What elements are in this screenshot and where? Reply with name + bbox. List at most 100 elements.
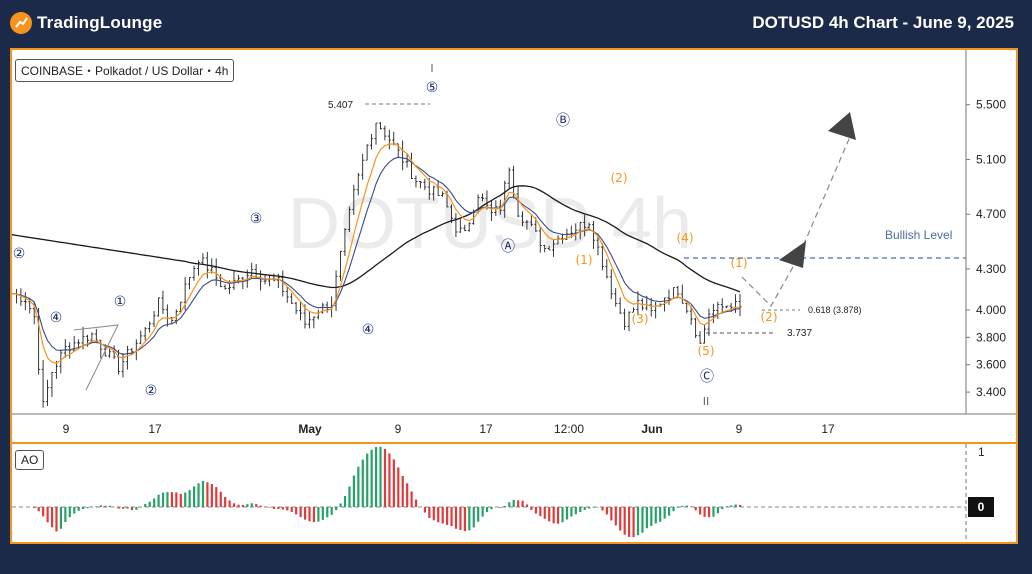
header: TradingLounge DOTUSD 4h Chart - June 9, … (0, 0, 1032, 48)
wave-label-orange: (4) (677, 231, 694, 245)
ao-bar (672, 507, 675, 512)
wave-label-orange: (3) (632, 312, 649, 326)
ao-bar (352, 475, 356, 507)
ao-bar (623, 507, 626, 535)
ao-bar (335, 507, 338, 511)
wave-label-orange: (5) (698, 344, 715, 358)
wave-label-circled: ② (145, 383, 158, 399)
ao-bar (348, 486, 351, 507)
x-tick-label: 9 (395, 422, 402, 436)
wave-label-circled: ② (13, 246, 26, 262)
ao-bar (681, 505, 684, 507)
wave-label-circled: ④ (50, 310, 63, 326)
ao-bar (423, 507, 427, 513)
ao-bar (317, 507, 320, 522)
ao-bar (663, 507, 666, 519)
ao-bar (472, 507, 475, 528)
x-tick-label: Jun (641, 422, 662, 436)
ao-bar (561, 507, 564, 523)
ao-bar (268, 507, 271, 508)
wave-label-orange: (2) (611, 171, 628, 185)
ao-bar (290, 507, 293, 512)
ao-bar (197, 483, 200, 507)
ao-bar (99, 505, 102, 507)
ao-bar (50, 507, 54, 528)
ao-bar (734, 504, 737, 507)
ao-bar (330, 507, 333, 515)
ao-bar (530, 507, 533, 510)
ao-bar (654, 507, 657, 524)
ao-bar (641, 507, 644, 533)
ao-bar (308, 507, 311, 522)
ao-bar (375, 447, 378, 507)
ao-bar (193, 486, 196, 507)
ao-bar (77, 507, 80, 511)
logo[interactable]: TradingLounge (10, 10, 162, 36)
ao-label[interactable]: AO (15, 450, 45, 470)
ao-bar (215, 487, 218, 507)
x-tick-label: May (298, 422, 322, 436)
ao-bar (370, 449, 373, 507)
ao-bar (224, 496, 227, 507)
ao-bar (739, 504, 742, 507)
wave-label-orange: (1) (576, 253, 593, 267)
ao-bar (690, 506, 693, 507)
ao-bar (397, 467, 400, 507)
symbol-label[interactable]: COINBASE・Polkadot / US Dollar・4h (15, 59, 235, 82)
ao-bar (237, 504, 240, 507)
ao-bar (188, 489, 191, 507)
ao-bar (246, 504, 249, 507)
ao-bar (303, 507, 307, 520)
ao-bar (485, 507, 489, 513)
y-tick-label: 3.800 (976, 330, 1006, 344)
ao-bar (632, 507, 635, 537)
ao-bar (579, 507, 582, 513)
wave-guide-line (73, 324, 119, 391)
ao-bar (46, 507, 49, 523)
ao-bar (428, 507, 431, 519)
page-title: DOTUSD 4h Chart - June 9, 2025 (752, 13, 1014, 32)
price-bars (14, 122, 742, 408)
wave-label-circled: Ⓑ (556, 113, 570, 129)
ao-bar (281, 507, 284, 510)
ao-bar (299, 507, 302, 518)
x-tick-label: 9 (63, 422, 70, 436)
ao-bar (450, 507, 453, 527)
ao-bar (161, 492, 165, 507)
y-tick-label: 4.300 (976, 262, 1006, 276)
ao-bar (104, 505, 107, 507)
ao-bar (619, 507, 622, 531)
ao-bar (201, 480, 205, 507)
ao-bar (170, 492, 174, 507)
ao-bar (401, 475, 404, 507)
projection-path (741, 131, 853, 307)
ao-bar (277, 507, 280, 510)
ao-bar (477, 507, 480, 522)
ao-bar (166, 492, 169, 507)
ao-value-label: 0 (978, 500, 985, 514)
ao-bar (490, 507, 493, 510)
ao-bar (117, 507, 120, 509)
ao-bar (614, 507, 617, 526)
ao-bar (481, 507, 484, 517)
ao-bar (366, 453, 369, 507)
level-low-label: 3.737 (787, 328, 812, 339)
ao-tick-label: 1 (978, 445, 985, 459)
ao-bar (517, 500, 520, 507)
fib-label: 0.618 (3.878) (808, 305, 862, 315)
ao-bar (339, 503, 342, 507)
ao-bar (525, 504, 529, 507)
ao-bar (228, 500, 231, 507)
ao-bar (232, 503, 236, 507)
ao-bar (432, 507, 435, 521)
ao-bar (712, 507, 715, 517)
ao-bar (539, 507, 542, 517)
level-high-label: 5.407 (328, 100, 353, 111)
ao-bar (521, 500, 524, 507)
ao-bar (557, 507, 560, 524)
ao-bar (676, 507, 680, 508)
ao-bar (59, 507, 63, 529)
ao-bar (570, 507, 573, 517)
x-tick-label: 12:00 (554, 422, 584, 436)
